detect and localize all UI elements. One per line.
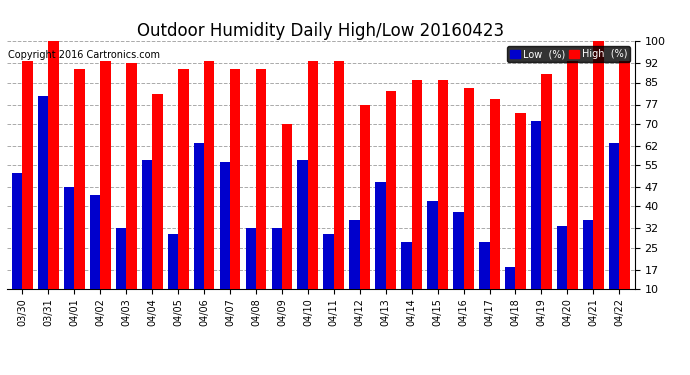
- Title: Outdoor Humidity Daily High/Low 20160423: Outdoor Humidity Daily High/Low 20160423: [137, 22, 504, 40]
- Bar: [386, 91, 396, 289]
- Bar: [375, 182, 386, 289]
- Bar: [75, 69, 85, 289]
- Bar: [531, 121, 542, 289]
- Bar: [557, 225, 567, 289]
- Bar: [297, 159, 308, 289]
- Bar: [308, 60, 318, 289]
- Bar: [453, 212, 464, 289]
- Bar: [593, 41, 604, 289]
- Legend: Low  (%), High  (%): Low (%), High (%): [507, 46, 630, 62]
- Bar: [427, 201, 437, 289]
- Bar: [402, 242, 412, 289]
- Bar: [246, 228, 256, 289]
- Bar: [152, 93, 163, 289]
- Bar: [609, 143, 619, 289]
- Bar: [489, 99, 500, 289]
- Bar: [505, 267, 515, 289]
- Bar: [90, 195, 100, 289]
- Bar: [412, 80, 422, 289]
- Bar: [12, 173, 23, 289]
- Bar: [23, 60, 33, 289]
- Bar: [567, 60, 578, 289]
- Bar: [324, 234, 334, 289]
- Bar: [256, 69, 266, 289]
- Bar: [334, 60, 344, 289]
- Bar: [282, 124, 293, 289]
- Bar: [48, 41, 59, 289]
- Bar: [100, 60, 110, 289]
- Bar: [619, 60, 629, 289]
- Bar: [116, 228, 126, 289]
- Bar: [38, 96, 48, 289]
- Bar: [219, 162, 230, 289]
- Bar: [464, 88, 474, 289]
- Bar: [583, 220, 593, 289]
- Bar: [437, 80, 448, 289]
- Bar: [194, 143, 204, 289]
- Text: Copyright 2016 Cartronics.com: Copyright 2016 Cartronics.com: [8, 50, 160, 60]
- Bar: [168, 234, 178, 289]
- Bar: [515, 113, 526, 289]
- Bar: [230, 69, 240, 289]
- Bar: [349, 220, 359, 289]
- Bar: [272, 228, 282, 289]
- Bar: [64, 187, 75, 289]
- Bar: [479, 242, 489, 289]
- Bar: [359, 105, 370, 289]
- Bar: [142, 159, 152, 289]
- Bar: [204, 60, 215, 289]
- Bar: [178, 69, 188, 289]
- Bar: [542, 74, 552, 289]
- Bar: [126, 63, 137, 289]
